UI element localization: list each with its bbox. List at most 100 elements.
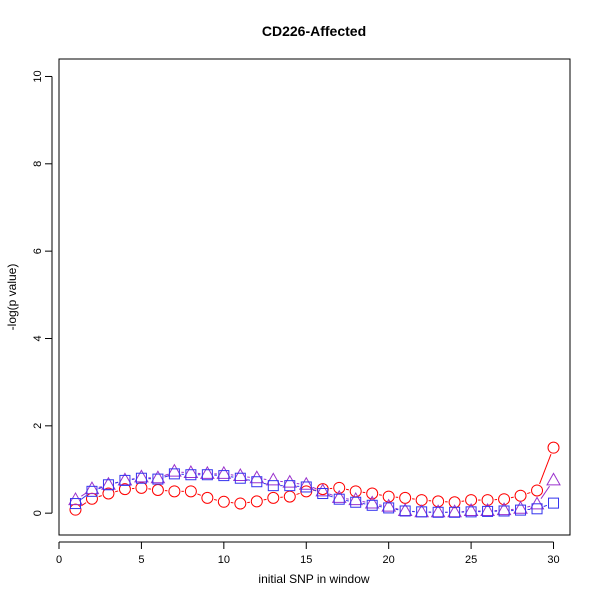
series-line-segment <box>362 501 366 503</box>
series-line-segment <box>197 493 202 496</box>
y-tick-label: 6 <box>32 248 44 254</box>
data-point-circle <box>498 493 511 506</box>
series-line-segment <box>539 454 552 485</box>
data-point-circle <box>382 490 395 503</box>
series-line-segment <box>263 498 267 501</box>
series-line-segment <box>362 503 366 505</box>
series-line-segment <box>345 488 349 491</box>
data-point-triangle <box>167 463 182 477</box>
data-point-square <box>86 485 98 497</box>
data-point-circle <box>465 494 478 507</box>
y-axis: 0 2 4 6 8 10 <box>32 70 53 516</box>
data-point-square <box>234 472 246 484</box>
data-point-square <box>432 506 444 518</box>
data-point-square <box>185 469 197 481</box>
data-point-circle <box>399 491 412 504</box>
y-tick-label: 8 <box>32 161 44 167</box>
data-point-circle <box>184 485 197 498</box>
series-circle <box>69 441 560 516</box>
data-point-square <box>102 479 114 491</box>
data-point-circle <box>234 497 247 510</box>
data-point-circle <box>250 495 263 508</box>
data-point-circle <box>300 485 313 498</box>
series-line-segment <box>329 495 333 498</box>
data-point-square <box>168 468 180 480</box>
series-line-segment <box>115 490 119 493</box>
data-point-circle <box>85 492 98 505</box>
series-line-segment <box>378 494 382 496</box>
data-point-circle <box>514 489 527 502</box>
data-point-square <box>482 505 494 517</box>
y-tick-label: 4 <box>32 335 44 341</box>
chart-title: CD226-Affected <box>262 23 366 39</box>
x-tick-label: 10 <box>218 554 230 566</box>
y-tick-label: 0 <box>32 510 44 516</box>
data-point-triangle <box>84 481 100 495</box>
series-line-segment <box>214 499 218 501</box>
plot-area <box>58 58 571 536</box>
data-point-triangle <box>232 468 248 482</box>
data-point-circle <box>69 503 82 516</box>
series-line-segment <box>329 493 333 496</box>
series-line-segment <box>296 492 300 495</box>
data-point-square <box>152 473 164 485</box>
x-axis-label: initial SNP in window <box>258 572 369 586</box>
data-point-triangle <box>150 470 166 484</box>
series-line-segment <box>540 485 550 499</box>
data-point-circle <box>151 484 164 497</box>
data-point-circle <box>118 483 131 496</box>
data-point-square <box>350 496 362 508</box>
data-point-square <box>548 497 560 509</box>
x-tick-label: 5 <box>138 554 144 566</box>
data-point-circle <box>168 485 181 498</box>
data-point-square <box>465 506 477 518</box>
data-point-square <box>383 502 395 514</box>
data-point-triangle <box>364 495 380 509</box>
data-point-triangle <box>315 483 331 497</box>
data-point-circle <box>267 491 280 504</box>
data-point-square <box>449 506 461 518</box>
data-point-triangle <box>134 469 149 483</box>
series-line-segment <box>164 473 169 477</box>
data-point-circle <box>547 441 560 454</box>
data-point-triangle <box>496 502 512 516</box>
series-line-segment <box>346 499 349 502</box>
series-line-segment <box>98 486 103 490</box>
series-line-segment <box>543 504 548 507</box>
data-point-circle <box>217 495 230 508</box>
y-axis-label: -log(p value) <box>5 264 19 331</box>
data-point-square <box>251 476 263 488</box>
series-line-segment <box>395 507 399 510</box>
data-point-circle <box>531 484 544 497</box>
series-line-segment <box>115 481 119 484</box>
data-point-triangle <box>331 489 347 503</box>
series-line-segment <box>510 496 514 499</box>
data-point-triangle <box>216 465 232 479</box>
data-point-square <box>201 469 213 481</box>
data-point-square <box>317 488 329 500</box>
series-line-segment <box>312 486 317 490</box>
data-point-circle <box>201 491 214 504</box>
data-point-circle <box>333 481 346 494</box>
series-line-segment <box>98 486 102 488</box>
data-point-triangle <box>463 502 479 516</box>
data-point-square <box>119 474 131 486</box>
series-line-segment <box>527 492 531 495</box>
data-point-triangle <box>480 502 495 516</box>
x-tick-label: 30 <box>547 554 559 566</box>
data-point-square <box>267 480 279 492</box>
x-tick-label: 25 <box>465 554 477 566</box>
data-point-circle <box>366 487 379 500</box>
data-point-triangle <box>546 472 561 486</box>
x-axis: 0 5 10 15 20 25 30 <box>56 541 560 566</box>
series-layer <box>68 441 561 518</box>
data-point-triangle <box>265 472 281 486</box>
data-point-square <box>515 504 527 516</box>
data-point-circle <box>415 494 428 507</box>
data-point-circle <box>135 481 148 494</box>
data-point-triangle <box>348 492 364 506</box>
data-point-circle <box>283 490 296 503</box>
data-point-circle <box>349 485 362 498</box>
series-line-segment <box>247 479 251 481</box>
series-line-segment <box>312 489 317 492</box>
